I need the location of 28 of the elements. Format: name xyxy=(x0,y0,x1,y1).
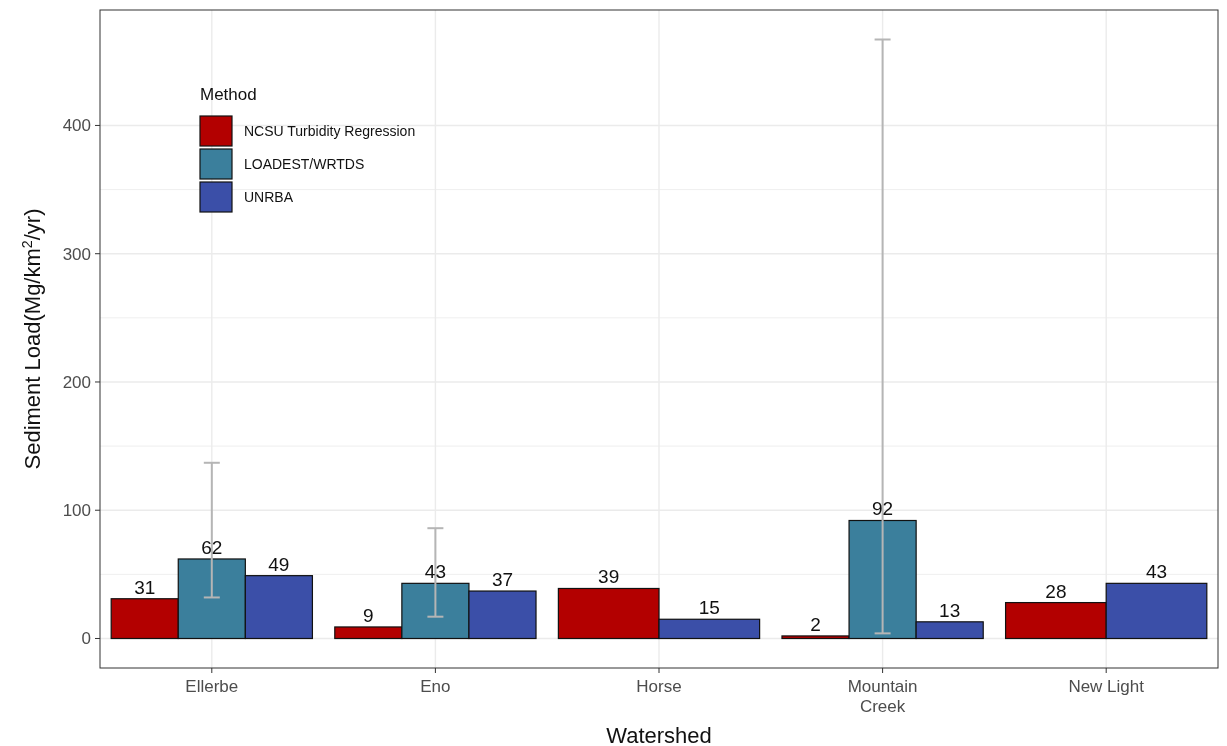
data-label: 43 xyxy=(424,561,446,583)
data-label: 49 xyxy=(268,553,290,575)
data-label: 43 xyxy=(1145,561,1168,583)
y-tick-label: 300 xyxy=(62,244,91,264)
data-label: 28 xyxy=(1045,580,1067,602)
legend-label: NCSU Turbidity Regression xyxy=(244,122,416,139)
x-tick-label: Horse xyxy=(636,677,682,696)
x-axis-title: Watershed xyxy=(606,723,712,746)
data-label: 37 xyxy=(491,569,514,591)
y-tick-label: 100 xyxy=(62,501,91,521)
data-label: 9 xyxy=(363,604,374,626)
data-label: 62 xyxy=(201,536,223,558)
data-label: 31 xyxy=(134,576,156,598)
y-tick-label: 0 xyxy=(81,629,91,649)
y-tick-label: 400 xyxy=(62,116,91,136)
legend-label: UNRBA xyxy=(244,188,294,205)
x-tick-label: Eno xyxy=(420,677,451,696)
legend-title: Method xyxy=(200,85,257,104)
data-label: 92 xyxy=(872,498,894,520)
x-tick-label: Ellerbe xyxy=(185,677,239,696)
x-tick-label: Mountain Creek xyxy=(847,677,918,716)
x-tick-label: New Light xyxy=(1068,677,1145,696)
data-label: 39 xyxy=(598,566,620,588)
legend-label: LOADEST/WRTDS xyxy=(244,155,365,172)
data-label: 15 xyxy=(698,597,720,619)
y-tick-label: 200 xyxy=(62,372,91,392)
data-label: 13 xyxy=(939,599,961,621)
data-label: 2 xyxy=(810,613,821,635)
